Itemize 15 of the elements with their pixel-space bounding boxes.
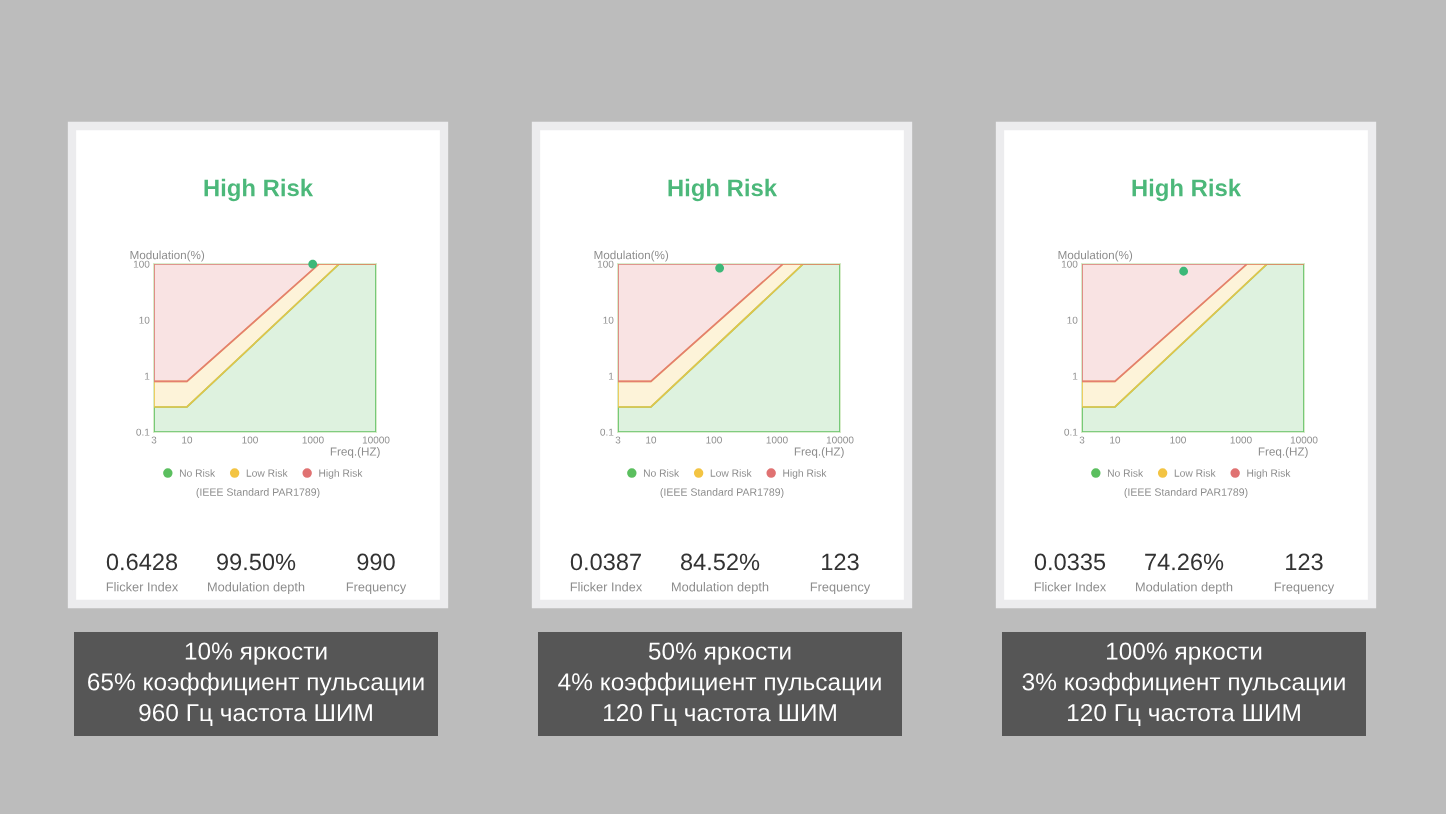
text: 84.52% bbox=[680, 553, 760, 571]
text: 990 bbox=[357, 553, 395, 571]
text: 0.0387 bbox=[570, 553, 641, 571]
text: 99.50% bbox=[217, 553, 296, 571]
chart-title: High Risk bbox=[204, 178, 314, 202]
chart-title: High Risk bbox=[668, 178, 778, 202]
text: 74.26% bbox=[1145, 553, 1224, 571]
text: 123 bbox=[1286, 553, 1323, 571]
text: 50% яркости 4% коэффициент пульсации 120 Гц частота ШИМ bbox=[558, 642, 881, 726]
text: 100% яркости 3% коэффициент пульсации 120 Гц частота ШИМ bbox=[1022, 642, 1345, 726]
text: 0.6428 bbox=[106, 553, 178, 571]
chart-title: High Risk bbox=[1132, 178, 1242, 202]
text: 10% яркости 65% коэффициент пульсации 960 Гц частота ШИМ bbox=[88, 642, 424, 726]
text: 0.0335 bbox=[1034, 553, 1106, 571]
text: 123 bbox=[822, 553, 859, 571]
